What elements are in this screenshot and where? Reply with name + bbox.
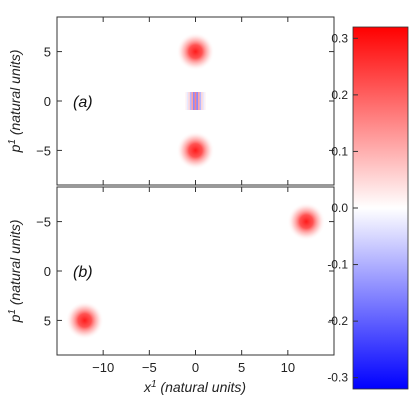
panel-a-gaussian-1 <box>176 131 215 170</box>
x-axis-label: x1 (natural units) <box>143 379 246 396</box>
colorbar-gradient <box>352 26 409 390</box>
ylabel-b-sup: 1 <box>7 309 18 315</box>
colorbar: 0.3 0.2 0.1 0.0 -0.1 -0.2 -0.3 <box>327 26 409 390</box>
colorbar-tick-label: -0.2 <box>327 314 348 328</box>
ylabel-a-rest: (natural units) <box>7 50 23 139</box>
panel-b-gaussian-1 <box>65 301 104 340</box>
panel-a-gaussian-0 <box>176 32 215 71</box>
panel-a-interference-fringes <box>185 92 206 110</box>
fringe-10 <box>201 92 203 110</box>
fringe-3 <box>189 92 192 110</box>
colorbar-tick-label: 0.3 <box>331 31 348 45</box>
fringe-7 <box>196 92 198 110</box>
y-tick-label: −5 <box>36 215 51 230</box>
fringe-4 <box>191 92 194 110</box>
colorbar-tick-label: -0.3 <box>327 371 348 385</box>
ylabel-b-base: p <box>7 314 23 323</box>
panel-b-marks <box>65 202 326 340</box>
fringe-8 <box>197 92 200 110</box>
fringe-0 <box>185 92 187 110</box>
panel-b-y-axis-label: p1 (natural units) <box>7 220 24 324</box>
x-tick-label: 5 <box>238 360 245 375</box>
colorbar-ticks: 0.3 0.2 0.1 0.0 -0.1 -0.2 -0.3 <box>327 31 358 385</box>
panel-a-y-axis: −5 0 5 <box>36 17 334 185</box>
panel-b-frame <box>56 186 335 356</box>
panel-b: −5 0 5 −10 −5 0 5 10 (b) <box>36 186 335 375</box>
fringe-2 <box>188 92 190 110</box>
xlabel-rest: (natural units) <box>157 379 246 395</box>
fringe-11 <box>202 92 205 110</box>
panel-b-label: (b) <box>73 264 93 281</box>
panel-b-gaussian-0 <box>287 202 326 241</box>
colorbar-tick-label: 0.0 <box>331 201 348 215</box>
xlabel-sup: 1 <box>151 379 157 390</box>
fringe-12 <box>204 92 206 110</box>
fringe-5 <box>193 92 195 110</box>
ylabel-a-base: p <box>7 144 23 153</box>
x-tick-label: 10 <box>281 360 295 375</box>
fringe-6 <box>194 92 197 110</box>
ylabel-a-sup: 1 <box>7 139 18 145</box>
ylabel-b-rest: (natural units) <box>7 220 23 309</box>
panel-a-label: (a) <box>73 94 93 111</box>
y-tick-label: 5 <box>44 45 51 60</box>
colorbar-tick-label: 0.1 <box>331 144 348 158</box>
panel-b-y-axis: −5 0 5 <box>36 215 334 328</box>
fringe-9 <box>199 92 202 110</box>
y-tick-label: 0 <box>44 264 51 279</box>
panel-a-marks <box>176 32 215 170</box>
x-tick-label: −5 <box>142 360 157 375</box>
y-tick-label: 0 <box>44 94 51 109</box>
x-tick-label: 0 <box>192 360 199 375</box>
y-tick-label: −5 <box>36 143 51 158</box>
colorbar-tick-label: 0.2 <box>331 88 348 102</box>
panel-a-y-axis-label: p1 (natural units) <box>7 50 24 154</box>
fringe-1 <box>186 92 189 110</box>
x-tick-label: −10 <box>92 360 114 375</box>
y-tick-label: 5 <box>44 313 51 328</box>
colorbar-tick-label: -0.1 <box>327 258 348 272</box>
panel-a: −5 0 5 (a) <box>36 16 335 186</box>
panel-b-x-axis: −10 −5 0 5 10 <box>92 187 295 375</box>
xlabel-base: x <box>143 379 152 395</box>
